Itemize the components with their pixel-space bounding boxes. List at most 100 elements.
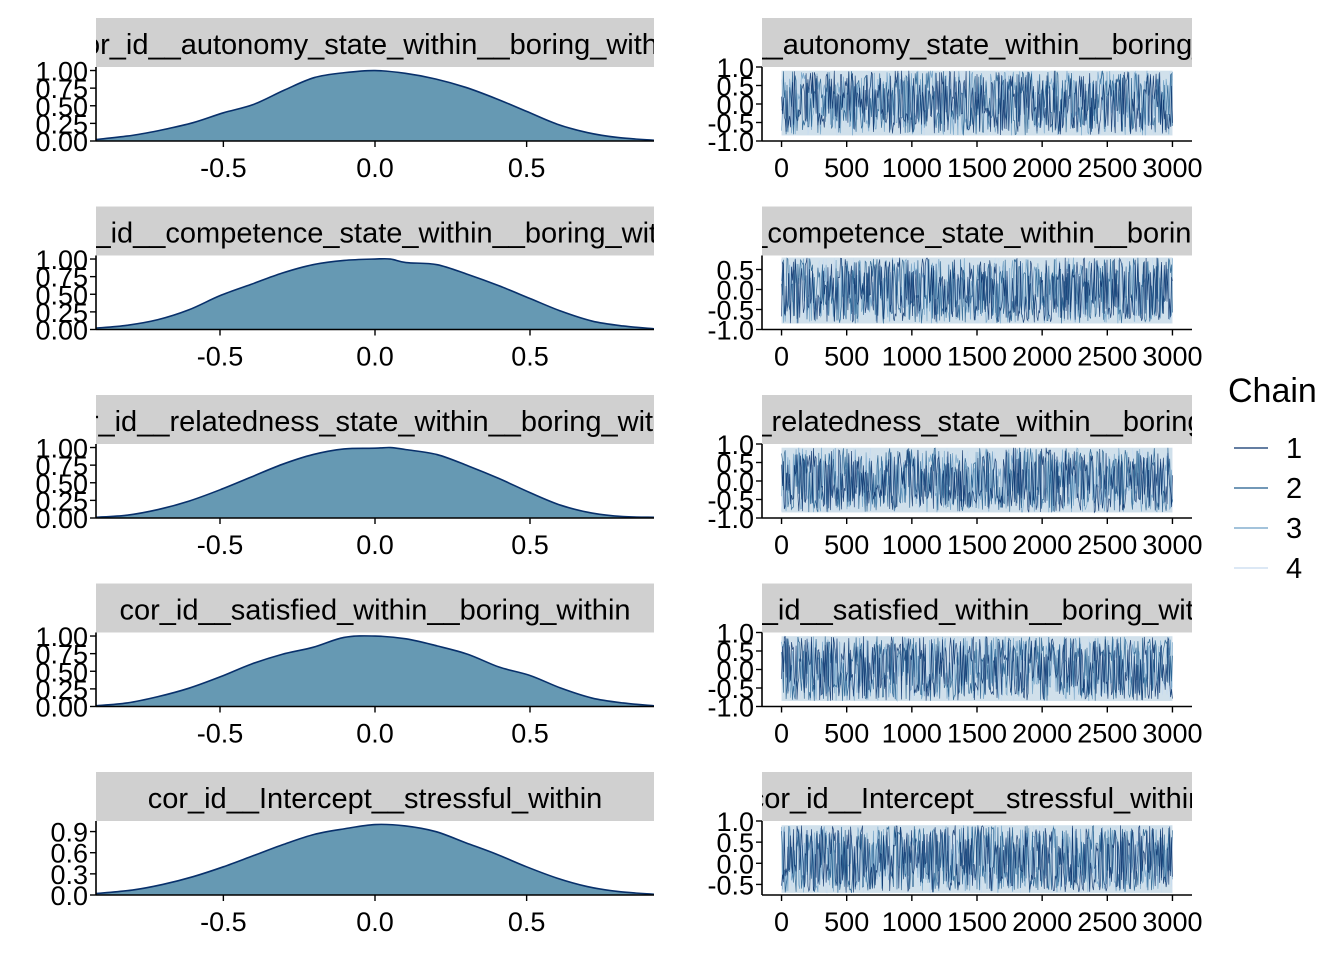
facet-strip xyxy=(96,206,654,256)
x-tick-label: 500 xyxy=(824,719,869,749)
facet-strip xyxy=(96,18,654,67)
trace-chain-1 xyxy=(781,257,1173,324)
facet-title: cor_id__satisfied_within__boring_within xyxy=(119,595,630,627)
x-tick-label: 500 xyxy=(824,153,869,183)
x-tick-label: 3000 xyxy=(1142,719,1202,749)
legend-label: 2 xyxy=(1286,473,1302,505)
x-tick-label: 1500 xyxy=(947,907,1007,937)
x-tick-label: 2500 xyxy=(1077,342,1137,372)
y-tick-label: 0.6 xyxy=(50,839,88,869)
x-tick-label: 3000 xyxy=(1142,342,1202,372)
x-tick-label: 0.5 xyxy=(508,907,546,937)
plot-area xyxy=(781,70,1173,136)
plot-area xyxy=(781,635,1173,702)
y-tick-label: -0.5 xyxy=(707,674,754,704)
x-tick-label: 1500 xyxy=(947,342,1007,372)
facet-title: cor_id__relatedness_state_within__boring… xyxy=(58,406,692,438)
density-line xyxy=(96,635,654,707)
density-area xyxy=(96,70,654,141)
facet-title: cor_id__Intercept__stressful_within xyxy=(148,783,603,815)
density-line xyxy=(96,446,654,518)
y-tick-label: 0.50 xyxy=(35,92,88,122)
facet-strip xyxy=(762,583,1192,633)
x-tick-label: 1000 xyxy=(882,153,942,183)
x-tick-label: 0.5 xyxy=(511,719,549,749)
x-tick-label: 0.0 xyxy=(356,153,394,183)
y-tick-label: 0.5 xyxy=(716,637,754,667)
trace-chain-1 xyxy=(781,70,1173,136)
x-tick-label: 1000 xyxy=(882,342,942,372)
x-tick-label: 0 xyxy=(774,719,789,749)
legend-label: 3 xyxy=(1286,513,1302,545)
x-tick-label: 1000 xyxy=(882,719,942,749)
facet-strip xyxy=(96,395,654,444)
x-tick-label: 0.5 xyxy=(508,153,546,183)
y-tick-label: -1.0 xyxy=(707,316,754,346)
legend-label: 1 xyxy=(1286,433,1302,465)
y-tick-label: 0.00 xyxy=(35,693,88,723)
y-tick-label: 1.00 xyxy=(35,57,88,87)
facet-strip xyxy=(762,772,1192,821)
density-area xyxy=(96,447,654,518)
panel-3-density: cor_id__relatedness_state_within__boring… xyxy=(35,395,692,560)
x-tick-label: 0.0 xyxy=(356,719,394,749)
x-tick-label: 2000 xyxy=(1012,153,1072,183)
y-tick-label: 0.00 xyxy=(35,127,88,157)
trace-chain-2 xyxy=(781,636,1173,701)
plot-area xyxy=(96,257,654,330)
facet-title: cor_id__competence_state_within__boring_… xyxy=(54,218,696,250)
facet-title: cor_id__Intercept__stressful_within xyxy=(750,783,1205,815)
x-tick-label: 2500 xyxy=(1077,719,1137,749)
y-tick-label: 1.0 xyxy=(716,53,754,83)
x-tick-label: 2000 xyxy=(1012,530,1072,560)
chain-legend: Chain 1 2 3 4 xyxy=(1228,372,1317,585)
x-tick-label: 500 xyxy=(824,342,869,372)
legend-entry-1: 1 xyxy=(1234,433,1302,465)
facet-title: cor_id__autonomy_state_within__boring_wi… xyxy=(671,29,1282,61)
trace-chain-2 xyxy=(781,70,1173,136)
y-tick-label: 0.3 xyxy=(50,860,88,890)
x-tick-label: 0 xyxy=(774,342,789,372)
y-tick-label: 0.50 xyxy=(35,469,88,499)
y-tick-label: 0.0 xyxy=(716,849,754,879)
x-tick-label: -0.5 xyxy=(197,342,244,372)
y-tick-label: 0.25 xyxy=(35,486,88,516)
x-tick-label: 0.0 xyxy=(356,342,394,372)
facet-title: cor_id__autonomy_state_within__boring_wi… xyxy=(69,29,680,61)
y-tick-label: 0.50 xyxy=(35,657,88,687)
y-tick-label: 0.9 xyxy=(50,818,88,848)
x-tick-label: 0 xyxy=(774,153,789,183)
panel-1-trace: cor_id__autonomy_state_within__boring_wi… xyxy=(671,18,1282,183)
y-tick-label: 1.0 xyxy=(716,619,754,649)
y-tick-label: 0.75 xyxy=(35,451,88,481)
legend-entry-2: 2 xyxy=(1234,473,1302,505)
panel-1-density: cor_id__autonomy_state_within__boring_wi… xyxy=(35,18,680,183)
legend-label: 4 xyxy=(1286,553,1302,585)
y-tick-label: 0.5 xyxy=(716,72,754,102)
y-tick-label: 0.0 xyxy=(716,90,754,120)
x-tick-label: 2500 xyxy=(1077,530,1137,560)
y-tick-label: 0.25 xyxy=(35,675,88,705)
facet-strip xyxy=(96,772,654,821)
plot-area xyxy=(96,446,654,518)
density-area xyxy=(96,635,654,707)
density-line xyxy=(96,69,654,141)
x-tick-label: 500 xyxy=(824,907,869,937)
legend-entry-4: 4 xyxy=(1234,553,1302,585)
x-tick-label: 3000 xyxy=(1142,907,1202,937)
y-tick-label: -0.5 xyxy=(707,486,754,516)
x-tick-label: 3000 xyxy=(1142,530,1202,560)
facet-strip xyxy=(762,18,1192,67)
x-tick-label: 0.0 xyxy=(356,530,394,560)
x-tick-label: 2000 xyxy=(1012,342,1072,372)
y-tick-label: 1.0 xyxy=(716,430,754,460)
panel-4-density: cor_id__satisfied_within__boring_within 0… xyxy=(35,583,654,749)
facet-title: cor_id__relatedness_state_within__boring… xyxy=(660,406,1294,438)
density-line xyxy=(96,823,654,895)
facet-strip xyxy=(96,583,654,633)
y-tick-label: 0.5 xyxy=(716,449,754,479)
panel-4-trace: cor_id__satisfied_within__boring_within -… xyxy=(707,583,1202,749)
x-tick-label: 0.0 xyxy=(356,907,394,937)
y-tick-label: 1.00 xyxy=(35,434,88,464)
